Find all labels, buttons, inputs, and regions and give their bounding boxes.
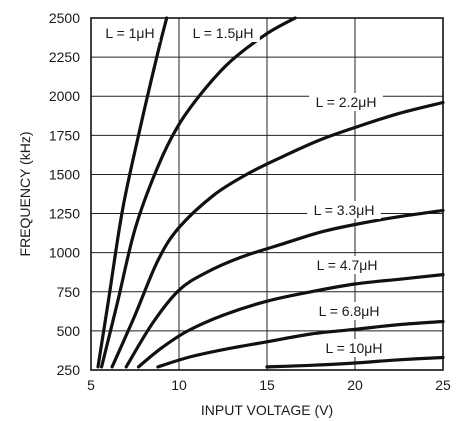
curve-label: L = 1.5μH <box>193 25 254 41</box>
y-tick-label: 1500 <box>49 166 80 182</box>
series-line <box>136 273 445 369</box>
curve-label-background <box>186 24 260 42</box>
y-tick-label: 1250 <box>49 206 80 222</box>
y-tick-label: 750 <box>57 284 81 300</box>
x-tick-label: 15 <box>259 377 275 393</box>
x-tick-label: 20 <box>347 377 363 393</box>
y-tick-label: 500 <box>57 323 81 339</box>
curve-label-background <box>310 256 384 274</box>
series-line <box>100 16 297 369</box>
y-tick-label: 250 <box>57 362 81 378</box>
x-tick-label: 10 <box>171 377 187 393</box>
curve-labels: L = 1μH L = 1.5μH L = 2.2μH L = 3.3μH L = 4.… <box>100 24 388 357</box>
y-axis-title: FREQUENCY (kHz) <box>17 132 33 257</box>
series-line <box>96 16 169 369</box>
curve-label: L = 2.2μH <box>316 94 377 110</box>
series-line <box>156 319 445 369</box>
y-tick-label: 1000 <box>49 245 80 261</box>
x-axis-title: INPUT VOLTAGE (V) <box>201 402 333 418</box>
curve-label: L = 3.3μH <box>314 202 375 218</box>
series-line <box>110 100 445 369</box>
y-tick-labels: 250 500 750 1000 1250 1500 1750 2000 2250 2500 <box>49 10 80 378</box>
curve-label: L = 1μH <box>105 25 154 41</box>
series-line <box>124 208 445 369</box>
x-tick-label: 25 <box>435 377 451 393</box>
curve-label: L = 10μH <box>326 340 383 356</box>
y-tick-label: 1750 <box>49 127 80 143</box>
grid <box>91 17 443 371</box>
y-tick-label: 2250 <box>49 49 80 65</box>
curves <box>96 16 445 369</box>
plot-frame <box>90 17 444 371</box>
x-tick-label: 5 <box>87 377 95 393</box>
curve-label-background <box>309 93 383 111</box>
series-line <box>265 355 445 369</box>
curve-label-background <box>100 24 160 42</box>
curve-label-background <box>312 302 386 320</box>
y-tick-label: 2500 <box>49 10 80 26</box>
curve-label-background <box>307 201 381 219</box>
curve-label: L = 6.8μH <box>319 303 380 319</box>
x-tick-labels: 5 10 15 20 25 <box>87 377 451 393</box>
curve-label-background <box>320 339 388 357</box>
y-tick-label: 2000 <box>49 88 80 104</box>
curve-label: L = 4.7μH <box>317 257 378 273</box>
